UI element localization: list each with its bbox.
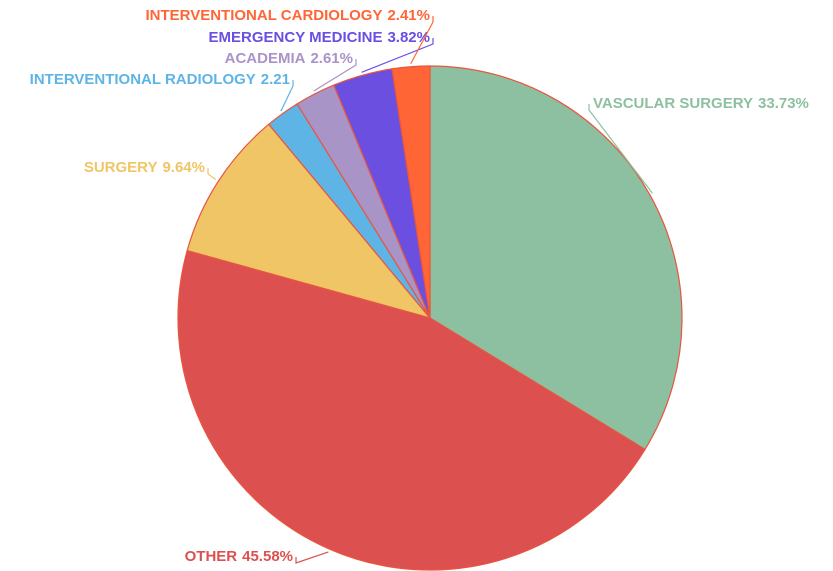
pie-slice <box>177 249 646 571</box>
leader-line <box>313 59 357 92</box>
leader-line <box>207 168 217 181</box>
slice-label-value: 45.58% <box>242 548 293 565</box>
pie-slice <box>186 123 432 320</box>
slice-label-name: VASCULAR SURGERY <box>593 95 753 112</box>
slice-label-name: OTHER <box>185 548 238 565</box>
pie-slice <box>391 65 431 319</box>
leader-line <box>588 104 653 194</box>
pie-slice <box>429 65 683 451</box>
slice-label-value: 2.21 <box>261 71 290 88</box>
slice-label-name: INTERVENTIONAL CARDIOLOGY <box>145 7 382 24</box>
slice-label: OTHER 45.58% <box>185 548 293 565</box>
slice-label-name: INTERVENTIONAL RADIOLOGY <box>30 71 256 88</box>
slice-label: VASCULAR SURGERY 33.73% <box>593 95 809 112</box>
slice-label-value: 2.61% <box>310 50 353 67</box>
leader-line <box>295 551 329 564</box>
slice-label-name: EMERGENCY MEDICINE <box>209 29 383 46</box>
slice-label: INTERVENTIONAL CARDIOLOGY 2.41% <box>145 7 430 24</box>
slice-label-value: 2.41% <box>387 7 430 24</box>
slice-label-value: 3.82% <box>387 29 430 46</box>
slice-label: ACADEMIA 2.61% <box>225 50 353 67</box>
slice-label: SURGERY 9.64% <box>84 159 205 176</box>
leader-line <box>280 80 294 112</box>
slice-label: EMERGENCY MEDICINE 3.82% <box>209 29 430 46</box>
slice-label-value: 33.73% <box>758 95 809 112</box>
slice-label-value: 9.64% <box>162 159 205 176</box>
leader-line <box>410 16 434 65</box>
slice-label: INTERVENTIONAL RADIOLOGY 2.21 <box>30 71 290 88</box>
leader-line <box>361 38 434 73</box>
slice-label-name: SURGERY <box>84 159 158 176</box>
slice-label-name: ACADEMIA <box>225 50 306 67</box>
